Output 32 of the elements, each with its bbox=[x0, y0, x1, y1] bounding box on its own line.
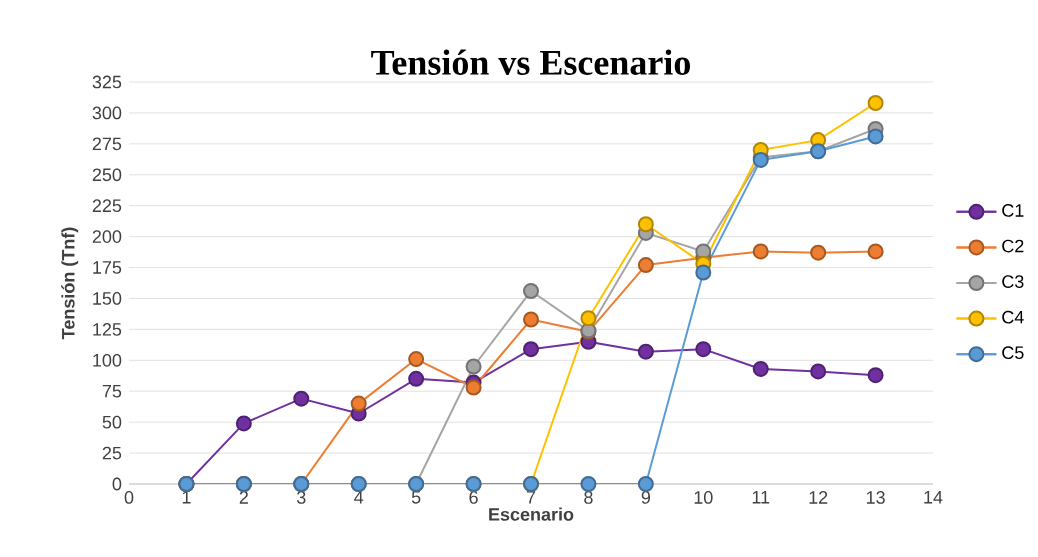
y-tick-label: 50 bbox=[102, 415, 122, 429]
x-tick-label: 9 bbox=[641, 491, 651, 504]
y-tick-label: 325 bbox=[92, 75, 122, 89]
y-tick-label: 275 bbox=[92, 137, 122, 151]
x-tick-label: 13 bbox=[866, 491, 885, 504]
y-tick-label: 225 bbox=[92, 199, 122, 213]
legend-label: C3 bbox=[1002, 275, 1024, 288]
y-tick-label: 0 bbox=[112, 477, 122, 491]
x-tick-label: 11 bbox=[752, 491, 770, 504]
y-tick-label: 75 bbox=[102, 384, 122, 398]
y-tick-label: 300 bbox=[92, 106, 122, 120]
y-tick-label: 200 bbox=[92, 230, 122, 243]
x-tick-label: 5 bbox=[411, 491, 421, 504]
y-tick-label: 25 bbox=[102, 446, 122, 460]
x-tick-label: 14 bbox=[924, 491, 943, 504]
y-tick-label: 250 bbox=[92, 168, 122, 182]
y-tick-label: 100 bbox=[93, 353, 122, 367]
x-tick-label: 0 bbox=[124, 491, 134, 504]
legend-label: C4 bbox=[1002, 310, 1024, 324]
x-tick-label: 10 bbox=[694, 491, 713, 504]
x-tick-label: 8 bbox=[584, 491, 593, 504]
x-axis-title: Escenario bbox=[489, 507, 574, 521]
chart-title: Tensión vs Escenario bbox=[371, 49, 690, 75]
legend-label: C1 bbox=[1002, 204, 1024, 217]
y-tick-label: 150 bbox=[93, 292, 122, 305]
x-tick-label: 4 bbox=[354, 491, 364, 504]
y-tick-label: 175 bbox=[93, 261, 122, 274]
y-axis-title: Tensión (Tnf) bbox=[61, 227, 79, 340]
y-tick-label: 125 bbox=[93, 323, 122, 336]
x-tick-label: 12 bbox=[809, 491, 828, 504]
legend-label: C5 bbox=[1002, 346, 1024, 360]
legend-label: C2 bbox=[1002, 239, 1024, 253]
